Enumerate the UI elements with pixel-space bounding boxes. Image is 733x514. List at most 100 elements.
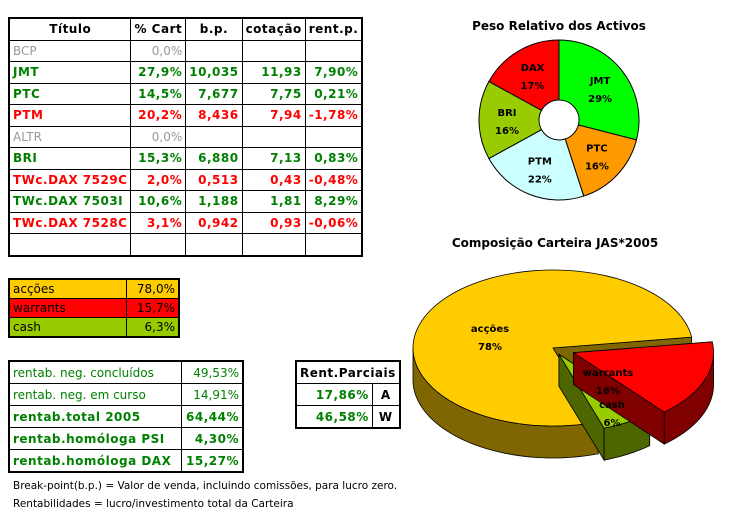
cell-titulo [8, 233, 132, 256]
cell-bp: 10,035 [185, 61, 243, 84]
partial-returns-table: Rent.Parciais 17,86% A 46,58% W [295, 360, 401, 429]
cell-cot [241, 233, 306, 256]
returns-table: rentab. neg. concluídos 49,53% rentab. neg… [8, 360, 244, 473]
table-row: PTM 20,2% 8,436 7,94 -1,78% [8, 104, 363, 127]
pie3d-label-value: 78% [478, 342, 502, 353]
donut-slice-ptm [488, 128, 585, 201]
cell-cart: 2,0% [130, 168, 187, 191]
allocation-label: cash [8, 317, 127, 338]
allocation-row: warrants 15,7% [8, 298, 180, 318]
cell-titulo: JMT [8, 61, 132, 84]
column-header: b.p. [185, 17, 243, 41]
allocation-value: 15,7% [126, 298, 180, 318]
returns-value: 4,30% [181, 427, 244, 450]
returns-row: rentab. neg. em curso 14,91% [8, 383, 244, 406]
cell-cot: 0,43 [241, 168, 306, 191]
cell-cot: 1,81 [241, 190, 306, 213]
note-returns: Rentabilidades = lucro/investimento tota… [13, 498, 294, 510]
pie3d-label-category: cash [599, 400, 625, 411]
pie3d-slice-acções [412, 269, 693, 427]
partial-return-code: A [371, 383, 401, 406]
donut-slice-ptc [564, 124, 638, 197]
partial-returns-header: Rent.Parciais [295, 360, 401, 384]
donut-chart-title: Peso Relativo dos Activos [472, 19, 646, 33]
cell-rent: -1,78% [304, 104, 363, 127]
cell-bp: 0,942 [185, 211, 243, 234]
partial-return-value: 17,86% [295, 383, 373, 406]
donut-label-value: 29% [588, 94, 612, 105]
table-row: PTC 14,5% 7,677 7,75 0,21% [8, 82, 363, 105]
cell-cart: 3,1% [130, 211, 187, 234]
cell-cot: 7,94 [241, 104, 306, 127]
cell-titulo: BRI [8, 147, 132, 170]
returns-row: rentab.homóloga PSI 4,30% [8, 427, 244, 450]
donut-slice-jmt [558, 39, 640, 141]
partial-return-value: 46,58% [295, 405, 373, 429]
cell-bp [185, 233, 243, 256]
cell-titulo: TWc.DAX 7529C [8, 168, 132, 191]
cell-cot: 7,75 [241, 82, 306, 105]
returns-label: rentab.homóloga PSI [8, 427, 182, 450]
cell-bp: 7,677 [185, 82, 243, 105]
pie3d-label-value: 16% [596, 386, 620, 397]
donut-label-value: 17% [521, 81, 545, 92]
allocation-table: acções 78,0% warrants 15,7% cash 6,3% [8, 278, 180, 338]
cell-titulo: TWc.DAX 7503I [8, 190, 132, 213]
cell-bp: 1,188 [185, 190, 243, 213]
cell-bp: 0,513 [185, 168, 243, 191]
table-row [8, 233, 363, 256]
cell-cart: 15,3% [130, 147, 187, 170]
cell-titulo: PTC [8, 82, 132, 105]
cell-cot: 0,93 [241, 211, 306, 234]
table-row: TWc.DAX 7528C 3,1% 0,942 0,93 -0,06% [8, 211, 363, 234]
donut-label-category: JMT [589, 76, 611, 87]
cell-cart: 14,5% [130, 82, 187, 105]
cell-rent: 0,21% [304, 82, 363, 105]
column-header: Título [8, 17, 132, 41]
returns-label: rentab. neg. em curso [8, 383, 182, 406]
allocation-row: acções 78,0% [8, 278, 180, 299]
note-breakpoint: Break-point(b.p.) = Valor de venda, incl… [13, 480, 398, 492]
pie3d-chart-title: Composição Carteira JAS*2005 [452, 236, 658, 250]
table-row: BRI 15,3% 6,880 7,13 0,83% [8, 147, 363, 170]
cell-bp: 8,436 [185, 104, 243, 127]
table-row: TWc.DAX 7529C 2,0% 0,513 0,43 -0,48% [8, 168, 363, 191]
returns-label: rentab.homóloga DAX [8, 449, 182, 473]
cell-titulo: PTM [8, 104, 132, 127]
donut-label-category: PTC [586, 144, 608, 155]
returns-row: rentab.homóloga DAX 15,27% [8, 449, 244, 473]
returns-value: 15,27% [181, 449, 244, 473]
allocation-value: 78,0% [126, 278, 180, 299]
cell-cot: 11,93 [241, 61, 306, 84]
donut-label-value: 16% [585, 162, 609, 173]
donut-slice-bri [478, 80, 543, 160]
allocation-label: warrants [8, 298, 127, 318]
donut-label-category: BRI [497, 108, 516, 119]
donut-label-category: DAX [521, 63, 545, 74]
cell-rent [304, 233, 363, 256]
allocation-value: 6,3% [126, 317, 180, 338]
pie3d-label-value: 6% [604, 418, 621, 429]
pie3d-label-category: acções [471, 324, 509, 335]
returns-value: 14,91% [181, 383, 244, 406]
cell-bp: 6,880 [185, 147, 243, 170]
portfolio-table: Título% Cart b.p. cotação rent.p. BCP 0,0% JMT… [8, 17, 364, 257]
pie3d-chart: warrants 16% cash 6% acções 78% [412, 269, 714, 462]
pie3d-slice-warrants [572, 341, 714, 413]
allocation-row: cash 6,3% [8, 317, 180, 338]
table-row: JMT 27,9% 10,035 11,93 7,90% [8, 61, 363, 84]
cell-rent: 0,83% [304, 147, 363, 170]
column-header: cotação [241, 17, 306, 41]
partial-return-code: W [371, 405, 401, 429]
cell-cart: 27,9% [130, 61, 187, 84]
donut-label-category: PTM [528, 156, 552, 167]
cell-rent: 7,90% [304, 61, 363, 84]
donut-slice-dax [488, 39, 560, 112]
returns-label: rentab. neg. concluídos [8, 360, 182, 384]
column-header: rent.p. [304, 17, 363, 41]
donut-chart: JMT 29% PTC 16% PTM 22% BRI 16% DAX 17% [478, 39, 640, 201]
pie3d-label-category: warrants [583, 368, 633, 379]
donut-label-value: 16% [495, 126, 519, 137]
column-header: % Cart [130, 17, 187, 41]
